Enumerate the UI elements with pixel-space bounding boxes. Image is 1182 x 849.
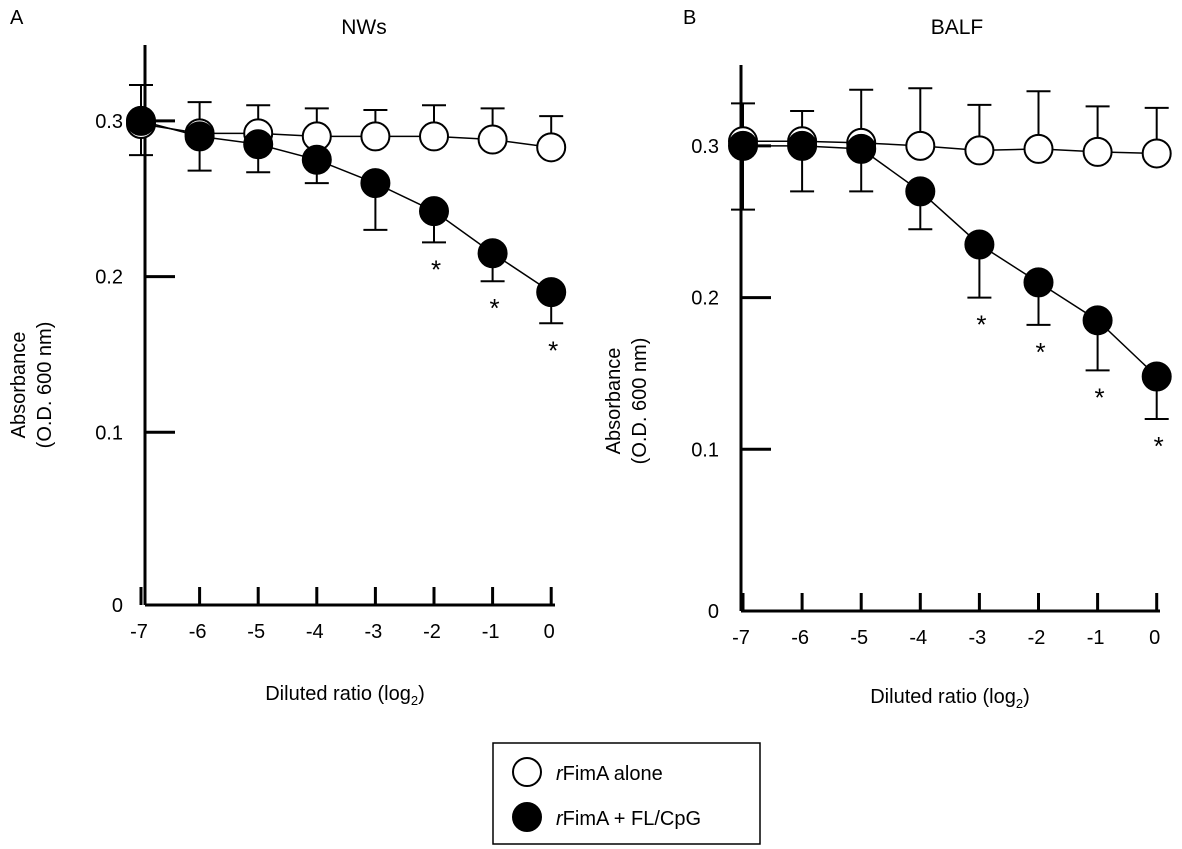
panel-b-series-rfima-fl-cpg-line [743, 145, 1158, 378]
panel-b-series-rfima-fl-cpg-significance-star: * [1095, 382, 1105, 412]
panel-a-series-rfima-fl-cpg-point [126, 105, 156, 136]
panel-b-x-tick-label: -3 [969, 627, 987, 649]
panel-a-series-rfima-fl-cpg-point [243, 129, 274, 160]
legend-item-rfima-fl-cpg: rFimA + FL/CpG [556, 808, 701, 830]
panel-a-series-rfima-fl-cpg-point [419, 196, 449, 227]
panel-a-y-tick-label: 0.3 [95, 111, 123, 133]
panel-b-x-tick-label: -1 [1087, 627, 1105, 649]
panel-b-xlabel-end: ) [1023, 686, 1030, 708]
panel-b-y-tick-label: 0.2 [691, 288, 719, 310]
panel-b-x-tick-label: 0 [1149, 627, 1160, 649]
panel-b-series-rfima-fl-cpg-point [1141, 361, 1172, 392]
panel-a: A NWs Absorbance (O.D. 600 nm) Diluted r… [8, 7, 567, 708]
panel-b-y-tick-label: 0.3 [691, 136, 719, 158]
panel-b-label: B [683, 7, 696, 29]
panel-a-x-tick-label: 0 [544, 621, 555, 643]
panel-a-xlabel-sub: 2 [411, 693, 418, 708]
panel-a-x-tick-label: -1 [482, 621, 500, 643]
panel-b-series-rfima-fl-cpg-significance-star: * [976, 310, 986, 340]
panel-b-series-rfima-fl-cpg-significance-star: * [1035, 337, 1045, 367]
panel-a-y-axis-label: Absorbance (O.D. 600 nm) [8, 322, 56, 449]
panel-b-y-tick-label: 0.1 [691, 439, 719, 461]
panel-b-series-rfima-fl-cpg-point [846, 133, 877, 164]
panel-b-series-rfima-alone-point [1023, 133, 1054, 164]
panel-b-ylabel-line1: Absorbance [603, 348, 625, 455]
panel-a-ylabel-line1: Absorbance [8, 332, 30, 439]
panel-a-series-rfima-fl-cpg-significance-star: * [548, 335, 558, 365]
panel-a-x-tick-label: -6 [189, 621, 207, 643]
legend: rFimA alone rFimA + FL/CpG [492, 742, 761, 845]
panel-a-ylabel-line2: (O.D. 600 nm) [34, 322, 56, 449]
panel-a-label: A [10, 7, 24, 29]
panel-a-plot: 0 0.1 0.2 0.3 -7 -6 -5 -4 -3 -2 -1 0 * * * [95, 45, 567, 643]
panel-a-x-tick-label: -4 [306, 621, 324, 643]
panel-b-y-axis-label: Absorbance (O.D. 600 nm) [603, 338, 651, 465]
panel-b-series-rfima-alone-point [905, 130, 936, 161]
panel-a-series-rfima-alone-point [477, 124, 508, 155]
panel-a-title: NWs [341, 16, 387, 39]
panel-a-xlabel-end: ) [418, 683, 425, 705]
panel-b-x-tick-label: -7 [732, 627, 750, 649]
panel-a-x-tick-label: -5 [247, 621, 265, 643]
panel-b-xlabel-main: Diluted ratio (log [870, 686, 1016, 708]
legend-marker-open [512, 757, 542, 787]
panel-b-series-rfima-fl-cpg-significance-star: * [1154, 431, 1164, 461]
panel-a-xlabel-main: Diluted ratio (log [265, 683, 411, 705]
panel-b-title: BALF [931, 16, 984, 39]
panel-a-series-rfima-fl-cpg-point [301, 144, 332, 175]
panel-a-series-rfima-fl-cpg-point [360, 168, 391, 199]
panel-a-y-tick-label: 0 [112, 595, 123, 617]
panel-b-series-rfima-fl-cpg-point [1023, 267, 1054, 298]
panel-b-series-rfima-fl-cpg-point [905, 176, 936, 207]
panel-a-series-rfima-alone-point [536, 132, 567, 163]
panel-b-series-rfima-alone-point [964, 135, 995, 166]
panel-a-series-rfima-fl-cpg-point [536, 277, 567, 308]
panel-b-series-rfima-alone-point [1082, 136, 1113, 167]
panel-b-ylabel-line2: (O.D. 600 nm) [629, 338, 651, 465]
panel-b-xlabel-sub: 2 [1016, 696, 1023, 711]
panel-b-x-tick-label: -2 [1028, 627, 1046, 649]
panel-a-series-rfima-alone-point [360, 121, 391, 152]
panel-a-series-rfima-fl-cpg-significance-star: * [490, 293, 500, 323]
panel-a-series-rfima-fl-cpg-point [184, 121, 215, 152]
panel-b-series-rfima-fl-cpg-point [1082, 305, 1113, 336]
legend-marker-filled [512, 802, 542, 832]
panel-b-series-rfima-fl-cpg-point [787, 130, 818, 161]
panel-b-x-tick-label: -4 [909, 627, 927, 649]
panel-b-x-tick-label: -5 [850, 627, 868, 649]
panel-b-series-rfima-alone-point [1141, 138, 1172, 169]
legend-item-1-text: FimA alone [563, 763, 663, 785]
panel-a-series-rfima-alone-point [419, 121, 449, 152]
panel-b-series-rfima-fl-cpg-point [964, 229, 995, 260]
panel-a-x-tick-label: -2 [423, 621, 441, 643]
panel-a-x-tick-label: -7 [130, 621, 148, 643]
legend-item-1-prefix: r [556, 763, 564, 785]
legend-item-2-prefix: r [556, 808, 564, 830]
panel-a-x-tick-label: -3 [365, 621, 383, 643]
legend-item-rfima-alone: rFimA alone [556, 763, 663, 785]
panel-b-y-tick-label: 0 [708, 601, 719, 623]
panel-b: B BALF Absorbance (O.D. 600 nm) Diluted … [603, 7, 1172, 711]
panel-a-y-tick-label: 0.2 [95, 267, 123, 289]
panel-b-plot: 0 0.1 0.2 0.3 -7 -6 -5 -4 -3 -2 -1 0 * * * * [691, 65, 1172, 649]
panel-a-y-tick-label: 0.1 [95, 422, 123, 444]
panel-a-series-rfima-fl-cpg-point [477, 238, 508, 269]
panel-b-x-axis-label: Diluted ratio (log2) [870, 686, 1030, 711]
panel-a-series-rfima-fl-cpg-significance-star: * [431, 254, 441, 284]
legend-item-2-text: FimA + FL/CpG [563, 808, 701, 830]
panel-b-series-rfima-fl-cpg-point [728, 130, 758, 161]
panel-a-x-axis-label: Diluted ratio (log2) [265, 683, 425, 708]
panel-b-x-tick-label: -6 [791, 627, 809, 649]
